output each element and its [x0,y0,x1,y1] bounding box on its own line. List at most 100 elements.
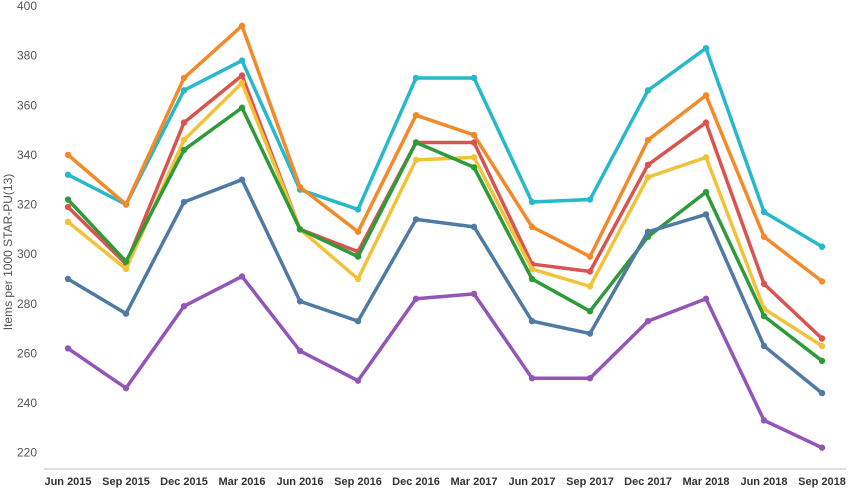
data-point [180,119,188,126]
data-point [412,74,420,82]
data-point [818,444,826,451]
data-point [296,298,304,305]
y-tick-label: 380 [17,49,37,63]
y-tick-label: 240 [17,396,37,410]
x-tick-label: Sep 2015 [102,476,150,488]
y-tick-label: 340 [17,148,37,162]
data-point [644,174,652,181]
series-6 [64,176,826,397]
data-point [528,198,536,206]
data-point [238,57,246,64]
data-point [644,317,652,325]
data-point [238,273,246,280]
series-line [66,24,824,284]
x-tick-label: Sep 2016 [334,476,382,488]
data-point [470,154,478,161]
data-point [64,196,72,203]
data-point [64,151,72,159]
data-point [760,312,768,320]
y-axis-label: Items per 1000 STAR-PU(13) [1,174,15,331]
y-tick-label: 220 [17,446,37,460]
data-point [238,22,246,30]
x-tick-label: Sep 2018 [798,476,846,488]
data-point [644,87,652,94]
data-point [122,258,130,265]
data-point [238,104,246,111]
data-point [470,223,478,231]
data-point [818,342,826,350]
y-tick-label: 320 [17,198,37,212]
x-tick-label: Jun 2016 [276,476,323,488]
data-point [818,243,826,250]
series-5 [64,104,826,365]
data-point [180,136,188,144]
data-point [64,171,72,178]
x-tick-label: Dec 2016 [392,476,440,488]
series-line [66,81,824,348]
data-point [64,275,72,283]
series-group [64,22,826,451]
series-line [66,177,824,395]
x-tick-label: Mar 2018 [682,476,729,488]
data-point [180,87,188,94]
data-point [238,176,246,183]
data-point [818,335,826,342]
data-point [354,253,362,260]
y-axis: 220 240 260 280 300 320 340 360 380 400 [17,0,37,460]
data-point [470,290,478,298]
y-tick-label: 360 [17,98,37,112]
data-point [180,198,188,206]
x-tick-label: Jun 2018 [740,476,787,488]
series-7 [64,273,826,451]
data-point [702,44,710,52]
data-point [412,156,420,164]
data-point [586,253,594,260]
data-point [586,268,594,275]
data-point [412,139,420,146]
data-point [702,119,710,126]
series-line [66,46,824,249]
data-point [644,228,652,235]
data-point [354,206,362,213]
series-line [66,105,824,363]
series-4 [64,79,826,350]
data-point [702,154,710,161]
x-tick-label: Dec 2015 [160,476,208,488]
data-point [644,161,652,169]
data-point [180,74,188,82]
data-point [470,131,478,139]
data-point [760,417,768,424]
data-point [702,211,710,218]
x-axis: Jun 2015 Sep 2015 Dec 2015 Mar 2016 Jun 2016… [44,476,845,488]
data-point [586,374,594,382]
y-tick-label: 260 [17,346,37,360]
data-point [760,208,768,216]
data-point [702,92,710,99]
x-tick-label: Mar 2017 [450,476,497,488]
data-point [238,72,246,79]
data-point [528,374,536,382]
series-line [66,73,824,341]
y-tick-label: 300 [17,247,37,261]
data-point [412,216,420,223]
data-point [818,278,826,285]
data-point [528,317,536,325]
data-point [528,265,536,273]
data-point [64,345,72,352]
data-point [586,283,594,290]
x-tick-label: Jun 2017 [508,476,555,488]
data-point [122,384,130,392]
data-point [122,201,130,208]
data-point [586,307,594,315]
data-point [470,74,478,82]
x-tick-label: Jun 2015 [44,476,91,488]
series-2 [64,22,826,285]
y-tick-label: 400 [17,0,37,13]
data-point [586,196,594,203]
data-point [296,183,304,191]
data-point [412,111,420,119]
data-point [354,228,362,235]
data-point [122,265,130,273]
data-point [528,223,536,231]
